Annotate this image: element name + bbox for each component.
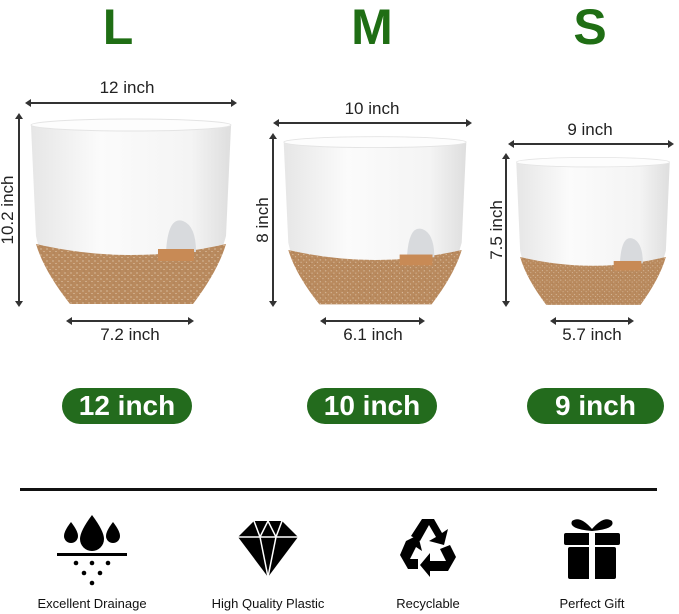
height-arrow-medium <box>269 133 276 307</box>
divider <box>20 488 657 491</box>
top-width-arrow-medium <box>273 119 472 126</box>
bottom-width-label-small: 5.7 inch <box>562 325 622 344</box>
pot-image-large <box>30 118 232 304</box>
top-width-label-small: 9 inch <box>567 120 613 139</box>
height-label-small: 7.5 inch <box>487 200 506 260</box>
size-badge-large: 12 inch <box>62 388 192 424</box>
feature-label-drainage: Excellent Drainage <box>37 596 147 611</box>
gift-icon <box>507 515 677 581</box>
feature-label-plastic: High Quality Plastic <box>211 596 325 611</box>
bottom-width-arrow-medium <box>320 317 425 324</box>
bottom-width-label-large: 7.2 inch <box>100 325 160 344</box>
top-width-arrow-small <box>508 140 674 147</box>
bottom-width-arrow-small <box>550 317 634 324</box>
bottom-width-label-medium: 6.1 inch <box>343 325 403 344</box>
top-width-label-large: 12 inch <box>99 78 155 97</box>
size-letter-medium: M <box>351 0 393 55</box>
size-badge-small: 9 inch <box>527 388 664 424</box>
recycle-icon <box>343 515 513 579</box>
top-width-label-medium: 10 inch <box>344 99 400 118</box>
height-label-medium: 8 inch <box>253 197 272 243</box>
pot-image-small <box>515 156 671 305</box>
height-arrow-large <box>15 113 22 307</box>
height-label-large: 10.2 inch <box>0 175 17 245</box>
feature-label-gift: Perfect Gift <box>559 596 625 611</box>
top-width-arrow-large <box>25 99 237 106</box>
height-arrow-small <box>502 153 509 307</box>
water-drainage-icon <box>7 515 177 587</box>
feature-label-recyclable: Recyclable <box>396 596 460 611</box>
size-letter-small: S <box>573 0 607 55</box>
diamond-icon <box>183 515 353 579</box>
size-badge-medium: 10 inch <box>307 388 437 424</box>
pot-image-medium <box>283 136 467 305</box>
bottom-width-arrow-large <box>66 317 194 324</box>
size-letter-large: L <box>102 0 134 55</box>
